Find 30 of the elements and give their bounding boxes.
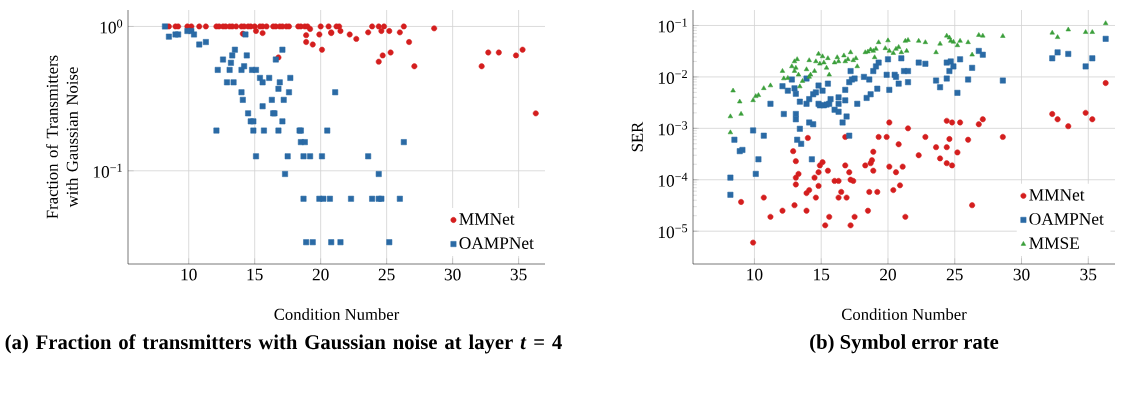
x-tick-label: 35 xyxy=(1080,268,1097,281)
x-tick-label: 15 xyxy=(247,268,263,281)
x-tick-label: 30 xyxy=(1013,268,1030,281)
legend-label: OAMPNet xyxy=(1029,213,1104,225)
x-tick-label: 10 xyxy=(747,268,763,281)
x-tick-label: 35 xyxy=(510,268,527,281)
y-tick-label: 10$^{−3}$ xyxy=(658,121,688,136)
legend-label: MMSE xyxy=(1029,237,1079,249)
x-axis-title: Condition Number xyxy=(841,308,967,320)
text: (a) Fraction of transmitters with Gaussian noise at layer t = 4 xyxy=(5,334,562,354)
y-tick-label: 10$^{−4}$ xyxy=(658,172,688,187)
y-axis-title: Fraction of Transmitters with Gaussian Noise xyxy=(46,55,78,219)
y-tick-label: 10$^{−2}$ xyxy=(658,69,687,84)
y-tick-label: 10$^{0}$ xyxy=(100,19,123,34)
y-axis-title: SER xyxy=(631,121,643,152)
x-axis-title: Condition Number xyxy=(274,308,400,320)
x-tick-label: 20 xyxy=(880,268,896,281)
x-tick-label: 20 xyxy=(312,268,329,281)
legend-label: OAMPNet xyxy=(459,237,534,249)
x-tick-label: 15 xyxy=(814,268,830,281)
x-tick-label: 25 xyxy=(946,268,963,281)
legend-label: MMNet xyxy=(1029,189,1085,201)
x-tick-label: 30 xyxy=(444,268,461,281)
x-tick-label: 10 xyxy=(181,268,197,281)
y-tick-label: 10$^{−1}$ xyxy=(658,18,687,33)
y-tick-label: 10$^{−5}$ xyxy=(658,224,688,239)
legend-label: MMNet xyxy=(459,213,515,225)
y-tick-label: 10$^{−1}$ xyxy=(93,163,122,178)
x-tick-label: 25 xyxy=(378,268,395,281)
text: (b) Symbol error rate xyxy=(810,334,999,354)
